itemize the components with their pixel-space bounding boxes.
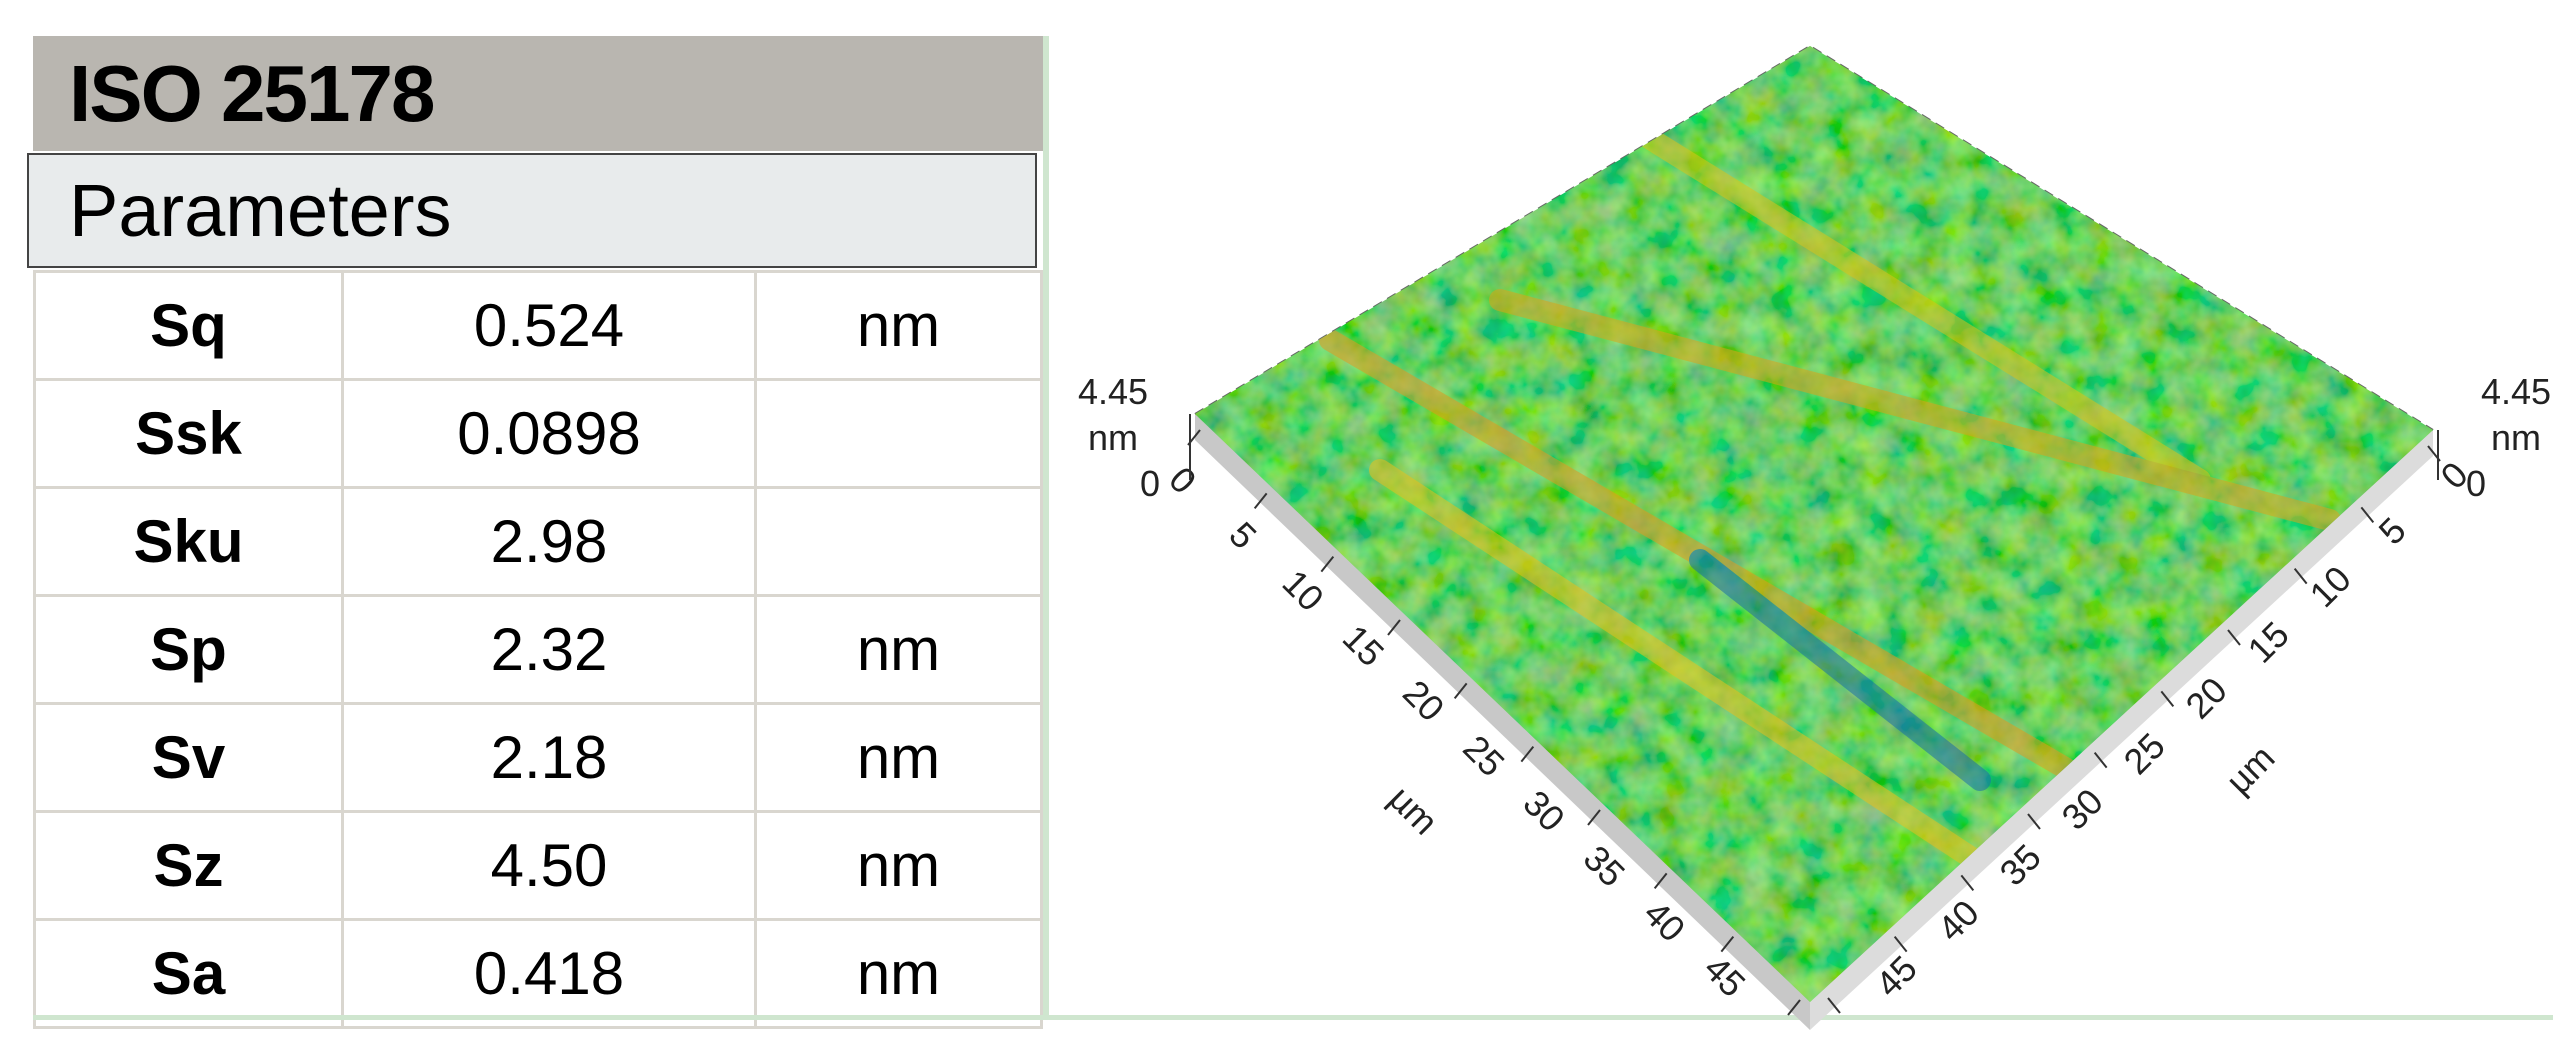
z-unit: nm: [1088, 417, 1138, 458]
z-max: 4.45: [2481, 371, 2551, 412]
tick: [1653, 872, 1668, 889]
axis-unit: µm: [2218, 737, 2283, 802]
tick: [2027, 813, 2041, 830]
x-tick-label: 20: [1395, 672, 1452, 729]
table-title: ISO 25178: [33, 36, 1043, 151]
divider: [33, 1015, 2553, 1020]
table-row: Sz 4.50 nm: [33, 810, 1043, 921]
param-name: Sp: [33, 594, 344, 705]
param-unit: nm: [754, 918, 1043, 1029]
tick: [1893, 936, 1908, 953]
param-name: Sq: [33, 270, 344, 381]
x-tick-label: 15: [1335, 617, 1392, 674]
param-unit: nm: [754, 702, 1043, 813]
x-tick-label: 0: [1161, 459, 1204, 502]
table-row: Sku 2.98: [33, 486, 1043, 597]
table-row: Sq 0.524 nm: [33, 270, 1043, 381]
table-subtitle: Parameters: [27, 153, 1037, 268]
tick: [1827, 997, 1841, 1014]
axis-unit: µm: [1381, 778, 1446, 843]
param-name: Sa: [33, 918, 344, 1029]
z-unit: nm: [2491, 417, 2541, 458]
param-value: 0.418: [341, 918, 757, 1029]
param-value: 0.524: [341, 270, 757, 381]
param-unit: [754, 378, 1043, 489]
param-name: Sv: [33, 702, 344, 813]
tick: [1520, 746, 1535, 763]
parameter-table: Sq 0.524 nm Ssk 0.0898 Sku 2.98 Sp 2.32 nm Sv 2.18 n…: [33, 270, 1043, 1029]
tick: [1787, 999, 1801, 1016]
tick: [2093, 752, 2108, 769]
z-max: 4.45: [1078, 371, 1148, 412]
param-value: 0.0898: [341, 378, 757, 489]
tick: [1720, 936, 1735, 953]
y-tick-label: 5: [2371, 509, 2414, 552]
param-name: Sz: [33, 810, 344, 921]
z-min: 0: [1140, 463, 1160, 504]
table-row: Sv 2.18 nm: [33, 702, 1043, 813]
param-unit: nm: [754, 270, 1043, 381]
tick: [1320, 556, 1335, 573]
table-row: Sp 2.32 nm: [33, 594, 1043, 705]
param-value: 2.18: [341, 702, 757, 813]
param-name: Ssk: [33, 378, 344, 489]
param-value: 2.32: [341, 594, 757, 705]
tick: [1453, 682, 1468, 699]
tick: [1960, 874, 1975, 891]
surface: [1195, 46, 2433, 1002]
param-unit: [754, 486, 1043, 597]
x-tick-label: 5: [1221, 514, 1264, 557]
z-min: 0: [2466, 463, 2486, 504]
tick: [2227, 629, 2241, 646]
table-row: Sa 0.418 nm: [33, 918, 1043, 1029]
param-unit: nm: [754, 594, 1043, 705]
base-side: [1195, 414, 1810, 1030]
tick: [1253, 492, 1268, 509]
param-unit: nm: [754, 810, 1043, 921]
tick: [2360, 506, 2375, 523]
tick: [2293, 568, 2308, 585]
table-row: Ssk 0.0898: [33, 378, 1043, 489]
tick: [2160, 690, 2175, 707]
param-name: Sku: [33, 486, 344, 597]
divider: [1043, 36, 1049, 1018]
tick: [1387, 619, 1401, 636]
tick: [1587, 809, 1601, 826]
param-value: 4.50: [341, 810, 757, 921]
param-value: 2.98: [341, 486, 757, 597]
